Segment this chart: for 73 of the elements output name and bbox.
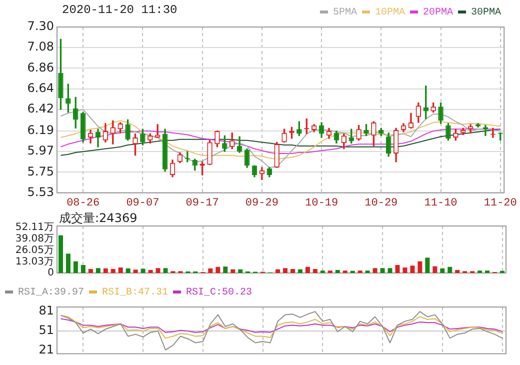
- y-tick-label: 6.86: [27, 60, 54, 74]
- bar: [80, 264, 86, 273]
- bar: [380, 268, 385, 273]
- y-tick-label: 5.53: [27, 184, 54, 199]
- bar: [110, 268, 116, 273]
- bar: [312, 268, 318, 273]
- x-tick-label: 09-29: [245, 197, 278, 210]
- bar: [140, 268, 146, 273]
- bar: [208, 268, 213, 273]
- y-tick-label: 5.97: [27, 144, 54, 158]
- bar: [96, 268, 100, 273]
- y-tick-label: 81: [38, 304, 54, 318]
- y-tick-label: 0: [48, 268, 54, 279]
- y-tick-label: 13.03万: [15, 256, 54, 268]
- y-tick-label: 7.08: [27, 40, 54, 54]
- y-tick-label: 6.42: [27, 102, 54, 116]
- bar: [418, 261, 422, 273]
- bar: [88, 268, 93, 273]
- legend-label: 30PMA: [470, 8, 502, 19]
- x-tick-label: 11-10: [424, 197, 458, 210]
- bar: [223, 266, 228, 273]
- x-tick-label: 10-29: [364, 197, 398, 210]
- bar: [276, 269, 280, 273]
- x-tick-label: 08-26: [66, 197, 100, 210]
- bar: [238, 269, 243, 273]
- y-tick-label: 39.08万: [15, 234, 54, 245]
- bar: [73, 261, 78, 273]
- x-tick-label: 10-19: [305, 197, 338, 210]
- y-tick-label: 51: [38, 323, 54, 338]
- chart-title: 2020-11-20 11:30: [62, 3, 178, 17]
- bar: [66, 254, 70, 273]
- bar: [156, 268, 160, 273]
- bar: [133, 270, 138, 273]
- bar: [395, 264, 400, 273]
- legend-label: 20PMA: [422, 8, 454, 19]
- y-tick-label: 6.64: [27, 80, 54, 95]
- bar: [410, 266, 415, 273]
- text: 成交量:24369: [59, 211, 138, 226]
- x-tick-label: 09-17: [186, 197, 219, 210]
- legend-label: RSI_A:39.97: [18, 288, 84, 299]
- bar: [388, 268, 392, 273]
- bar: [440, 268, 445, 273]
- bar: [432, 266, 438, 273]
- x-tick-label: 11-20: [484, 197, 517, 210]
- y-tick-label: 26.05万: [15, 244, 54, 256]
- y-tick-label: 5.75: [27, 164, 54, 178]
- y-tick-label: 52.11万: [15, 222, 54, 234]
- y-tick-label: 7.30: [27, 19, 54, 34]
- bar: [305, 266, 310, 273]
- bar: [282, 268, 288, 273]
- bar: [148, 270, 153, 273]
- bar: [58, 235, 63, 273]
- bar: [290, 268, 295, 273]
- bar: [448, 266, 452, 273]
- bar: [335, 270, 340, 273]
- x-tick-label: 09-07: [126, 197, 160, 210]
- bar: [103, 268, 108, 273]
- y-tick-label: 6.19: [27, 123, 54, 138]
- bar: [425, 258, 430, 273]
- bar: [372, 268, 378, 273]
- bar: [402, 268, 408, 273]
- legend-label: RSI_C:50.23: [186, 288, 252, 299]
- legend-label: 5PMA: [332, 8, 357, 19]
- bar: [126, 268, 130, 273]
- bar: [163, 268, 168, 273]
- bar: [455, 270, 460, 273]
- bar: [298, 269, 302, 273]
- legend-label: RSI_B:47.31: [102, 288, 168, 299]
- bar: [118, 268, 123, 273]
- y-tick-label: 21: [38, 342, 54, 357]
- legend-label: 10PMA: [374, 8, 405, 19]
- bar: [216, 266, 220, 273]
- bar: [230, 269, 236, 273]
